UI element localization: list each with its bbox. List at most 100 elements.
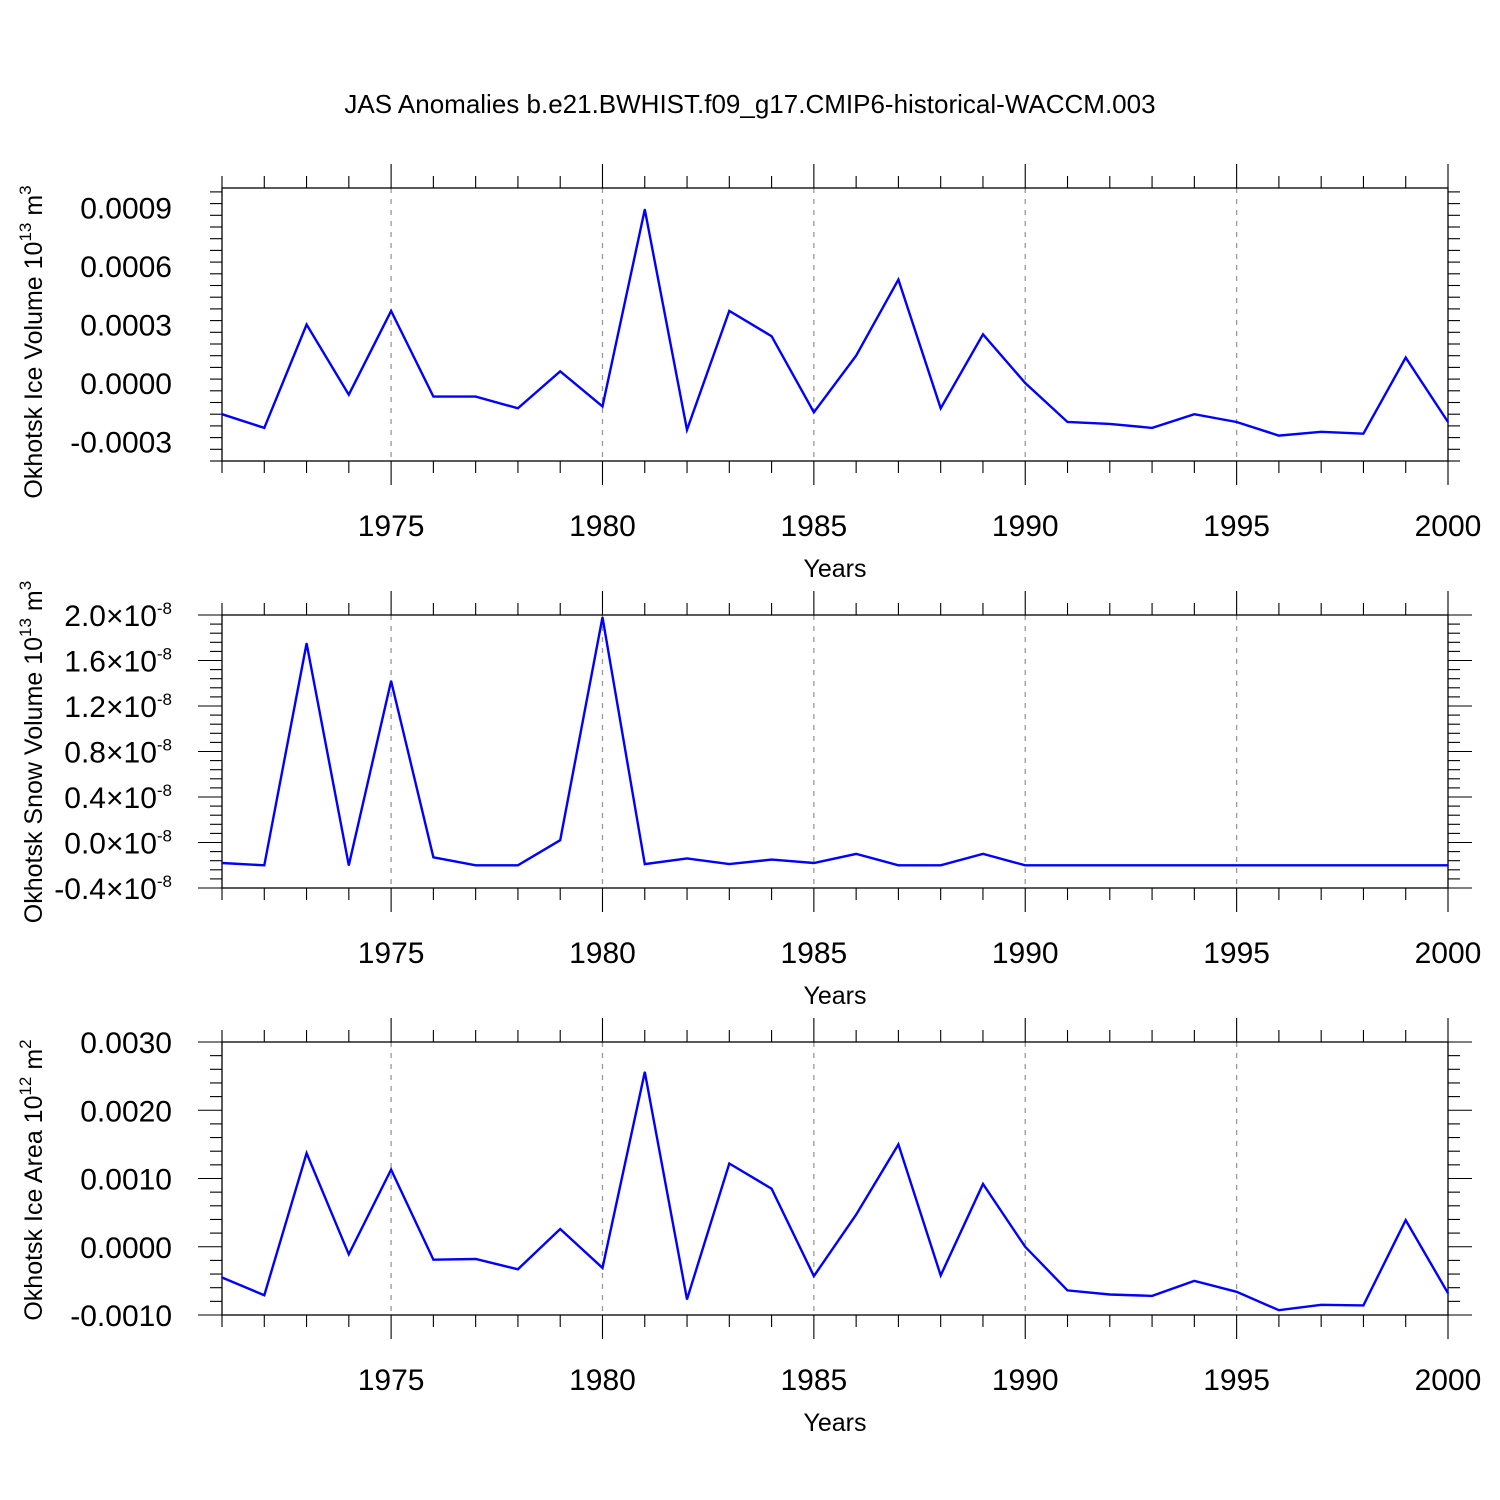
y-label-unit-exponent: 3 [16, 581, 35, 590]
y-tick-label: 1.2×10-8 [64, 690, 172, 724]
data-point [770, 858, 773, 861]
data-point [221, 413, 223, 416]
data-point [1108, 1293, 1111, 1296]
y-label-exponent: 13 [16, 618, 35, 637]
x-tick-label: 2000 [1415, 1364, 1482, 1397]
data-point [982, 333, 984, 336]
data-point [474, 864, 477, 867]
y-tick-mantissa: 2.0×10 [64, 600, 157, 633]
y-tick-label: 0.0006 [80, 251, 172, 284]
data-point [1151, 427, 1153, 429]
data-point [263, 427, 266, 429]
data-point [305, 323, 308, 326]
y-axis-label: Okhotsk Ice Area 1012 m2 [16, 1039, 48, 1320]
y-tick-label: 0.0030 [80, 1027, 172, 1060]
data-point [1447, 421, 1449, 423]
x-tick-label: 1995 [1203, 1364, 1270, 1397]
y-tick-label: 0.0000 [80, 368, 172, 401]
data-point [1447, 864, 1449, 867]
y-tick-label: -0.0003 [70, 427, 172, 460]
data-point [1193, 1280, 1196, 1282]
x-tick-label: 1990 [992, 1364, 1059, 1397]
data-point [390, 310, 392, 312]
data-point [559, 1228, 562, 1230]
series-line [221, 209, 1450, 437]
data-point [1362, 1304, 1365, 1307]
y-tick-mantissa: 0.0×10 [64, 828, 157, 861]
y-tick-exponent: -8 [157, 827, 172, 846]
data-point [1278, 434, 1280, 437]
x-tick-label: 1975 [358, 510, 425, 543]
y-label-unit: m [20, 1049, 48, 1077]
y-axis-label: Okhotsk Snow Volume 1013 m3 [16, 581, 48, 923]
data-point [643, 1071, 646, 1073]
y-tick-label: 1.6×10-8 [64, 645, 172, 679]
data-point [559, 370, 562, 373]
data-point [1235, 864, 1238, 867]
data-point [559, 839, 562, 842]
x-tick-label: 2000 [1415, 937, 1482, 970]
data-point [517, 864, 519, 867]
data-point [517, 1268, 519, 1271]
data-point [1066, 421, 1069, 423]
x-tick-label: 1985 [780, 510, 847, 543]
y-label-unit-exponent: 3 [16, 185, 35, 194]
x-tick-label: 1985 [780, 937, 847, 970]
y-tick-mantissa: 1.6×10 [64, 646, 157, 679]
data-point [1320, 1303, 1322, 1306]
data-point [474, 395, 477, 398]
y-label-exponent: 13 [16, 223, 35, 242]
x-tick-label: 1980 [569, 1364, 636, 1397]
data-point [813, 1275, 815, 1277]
data-point [1404, 1219, 1407, 1221]
data-point [1362, 432, 1365, 435]
data-point [305, 1152, 308, 1155]
data-point [897, 278, 900, 281]
x-axis-label: Years [803, 1409, 866, 1437]
y-tick-mantissa: -0.4×10 [54, 873, 157, 906]
data-point [1278, 864, 1280, 867]
y-label-text: Okhotsk Ice Volume 10 [20, 242, 48, 499]
data-point [1066, 1289, 1069, 1292]
data-point [643, 208, 646, 211]
data-point [728, 310, 731, 312]
y-axis-label: Okhotsk Ice Volume 1013 m3 [16, 185, 48, 498]
x-tick-label: 1985 [780, 1364, 847, 1397]
data-point [432, 856, 435, 859]
data-point [897, 864, 900, 867]
x-tick-label: 1990 [992, 937, 1059, 970]
data-point [1235, 1290, 1238, 1293]
y-tick-label: 0.0020 [80, 1095, 172, 1128]
data-point [686, 429, 688, 431]
data-point [1320, 430, 1322, 433]
y-tick-label: 0.0000 [80, 1232, 172, 1265]
data-point [855, 1213, 857, 1216]
series-line [221, 617, 1448, 867]
data-point [221, 1276, 223, 1279]
data-point [855, 853, 857, 855]
data-point [643, 863, 646, 865]
series-line [221, 1071, 1450, 1312]
data-point [263, 864, 266, 867]
panel-3: -0.0010 0.0000 0.0010 0.0020 0.0030 1975 1980 1… [16, 1018, 1481, 1437]
y-tick-label: 0.0003 [80, 310, 172, 343]
panel-2: -0.4×10-80.0×10-80.4×10-80.8×10-81.2×10-… [16, 581, 1481, 1010]
data-point [517, 407, 519, 410]
data-point [1404, 864, 1407, 867]
data-point [897, 1143, 900, 1146]
data-point [1151, 1295, 1153, 1297]
x-axis-label: Years [803, 555, 866, 583]
data-point [855, 354, 857, 357]
data-point [728, 1162, 731, 1165]
data-point [1193, 413, 1196, 416]
data-point [1404, 356, 1407, 359]
x-tick-label: 2000 [1415, 510, 1482, 543]
x-tick-label: 1995 [1203, 510, 1270, 543]
y-tick-label: -0.4×10-8 [54, 872, 172, 906]
data-point [1278, 1309, 1280, 1312]
y-tick-exponent: -8 [157, 736, 172, 755]
plot-frame [221, 187, 1449, 462]
data-point [390, 680, 392, 682]
x-tick-label: 1990 [992, 510, 1059, 543]
